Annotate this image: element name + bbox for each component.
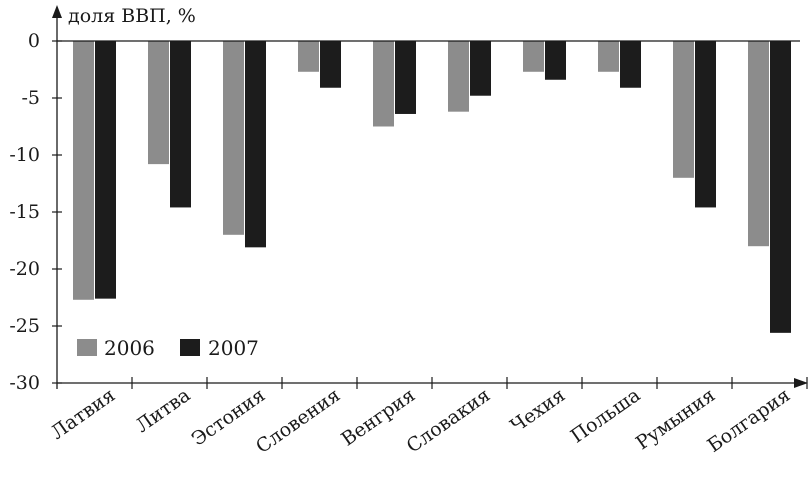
y-tick-label-3: -10 — [9, 144, 40, 166]
x-tick-label-6: Словакия — [403, 384, 495, 457]
bar-2007-6 — [470, 41, 491, 96]
bar-2007-3 — [245, 41, 266, 248]
legend-swatch-2006 — [77, 339, 97, 356]
y-ticks-group: 0 -5 -10 -15 -20 -25 -30 — [9, 30, 62, 394]
y-tick-label-1: 0 — [28, 30, 40, 52]
bar-2006-9 — [673, 41, 694, 178]
bar-2007-5 — [395, 41, 416, 114]
bar-2007-10 — [770, 41, 791, 333]
x-axis-arrow — [794, 378, 808, 388]
x-tick-label-4: Словения — [252, 384, 344, 458]
x-tick-label-7: Чехия — [507, 384, 570, 437]
bars-group — [73, 41, 791, 333]
legend-label-2007: 2007 — [208, 336, 259, 360]
bar-2006-5 — [373, 41, 394, 127]
x-tick-label-10: Болгария — [703, 384, 794, 457]
y-tick-label-4: -15 — [9, 201, 40, 223]
bar-2006-8 — [598, 41, 619, 72]
y-tick-label-7: -30 — [9, 372, 40, 394]
legend-swatch-2007 — [180, 339, 200, 356]
bar-2006-1 — [73, 41, 94, 300]
y-tick-label-6: -25 — [9, 315, 40, 337]
bar-2007-2 — [170, 41, 191, 208]
legend: 2006 2007 — [77, 336, 259, 360]
bar-2006-2 — [148, 41, 169, 165]
y-axis-arrow — [52, 5, 62, 18]
bar-2006-7 — [523, 41, 544, 72]
bar-2007-9 — [695, 41, 716, 208]
x-tick-label-1: Латвия — [47, 384, 119, 444]
bar-2007-8 — [620, 41, 641, 88]
bar-2007-7 — [545, 41, 566, 80]
y-tick-label-2: -5 — [21, 87, 40, 109]
x-tick-label-2: Литва — [132, 384, 195, 437]
bar-2006-4 — [298, 41, 319, 72]
bar-2007-1 — [95, 41, 116, 299]
bar-2006-6 — [448, 41, 469, 112]
bar-2006-10 — [748, 41, 769, 247]
legend-label-2006: 2006 — [104, 336, 155, 360]
y-axis-label: доля ВВП, % — [68, 5, 196, 27]
bar-2006-3 — [223, 41, 244, 235]
y-tick-label-5: -20 — [9, 258, 40, 280]
bar-2007-4 — [320, 41, 341, 88]
x-ticks-group: Латвия ЛитваЭстонияСловенияВенгрияСловаки… — [47, 377, 808, 458]
